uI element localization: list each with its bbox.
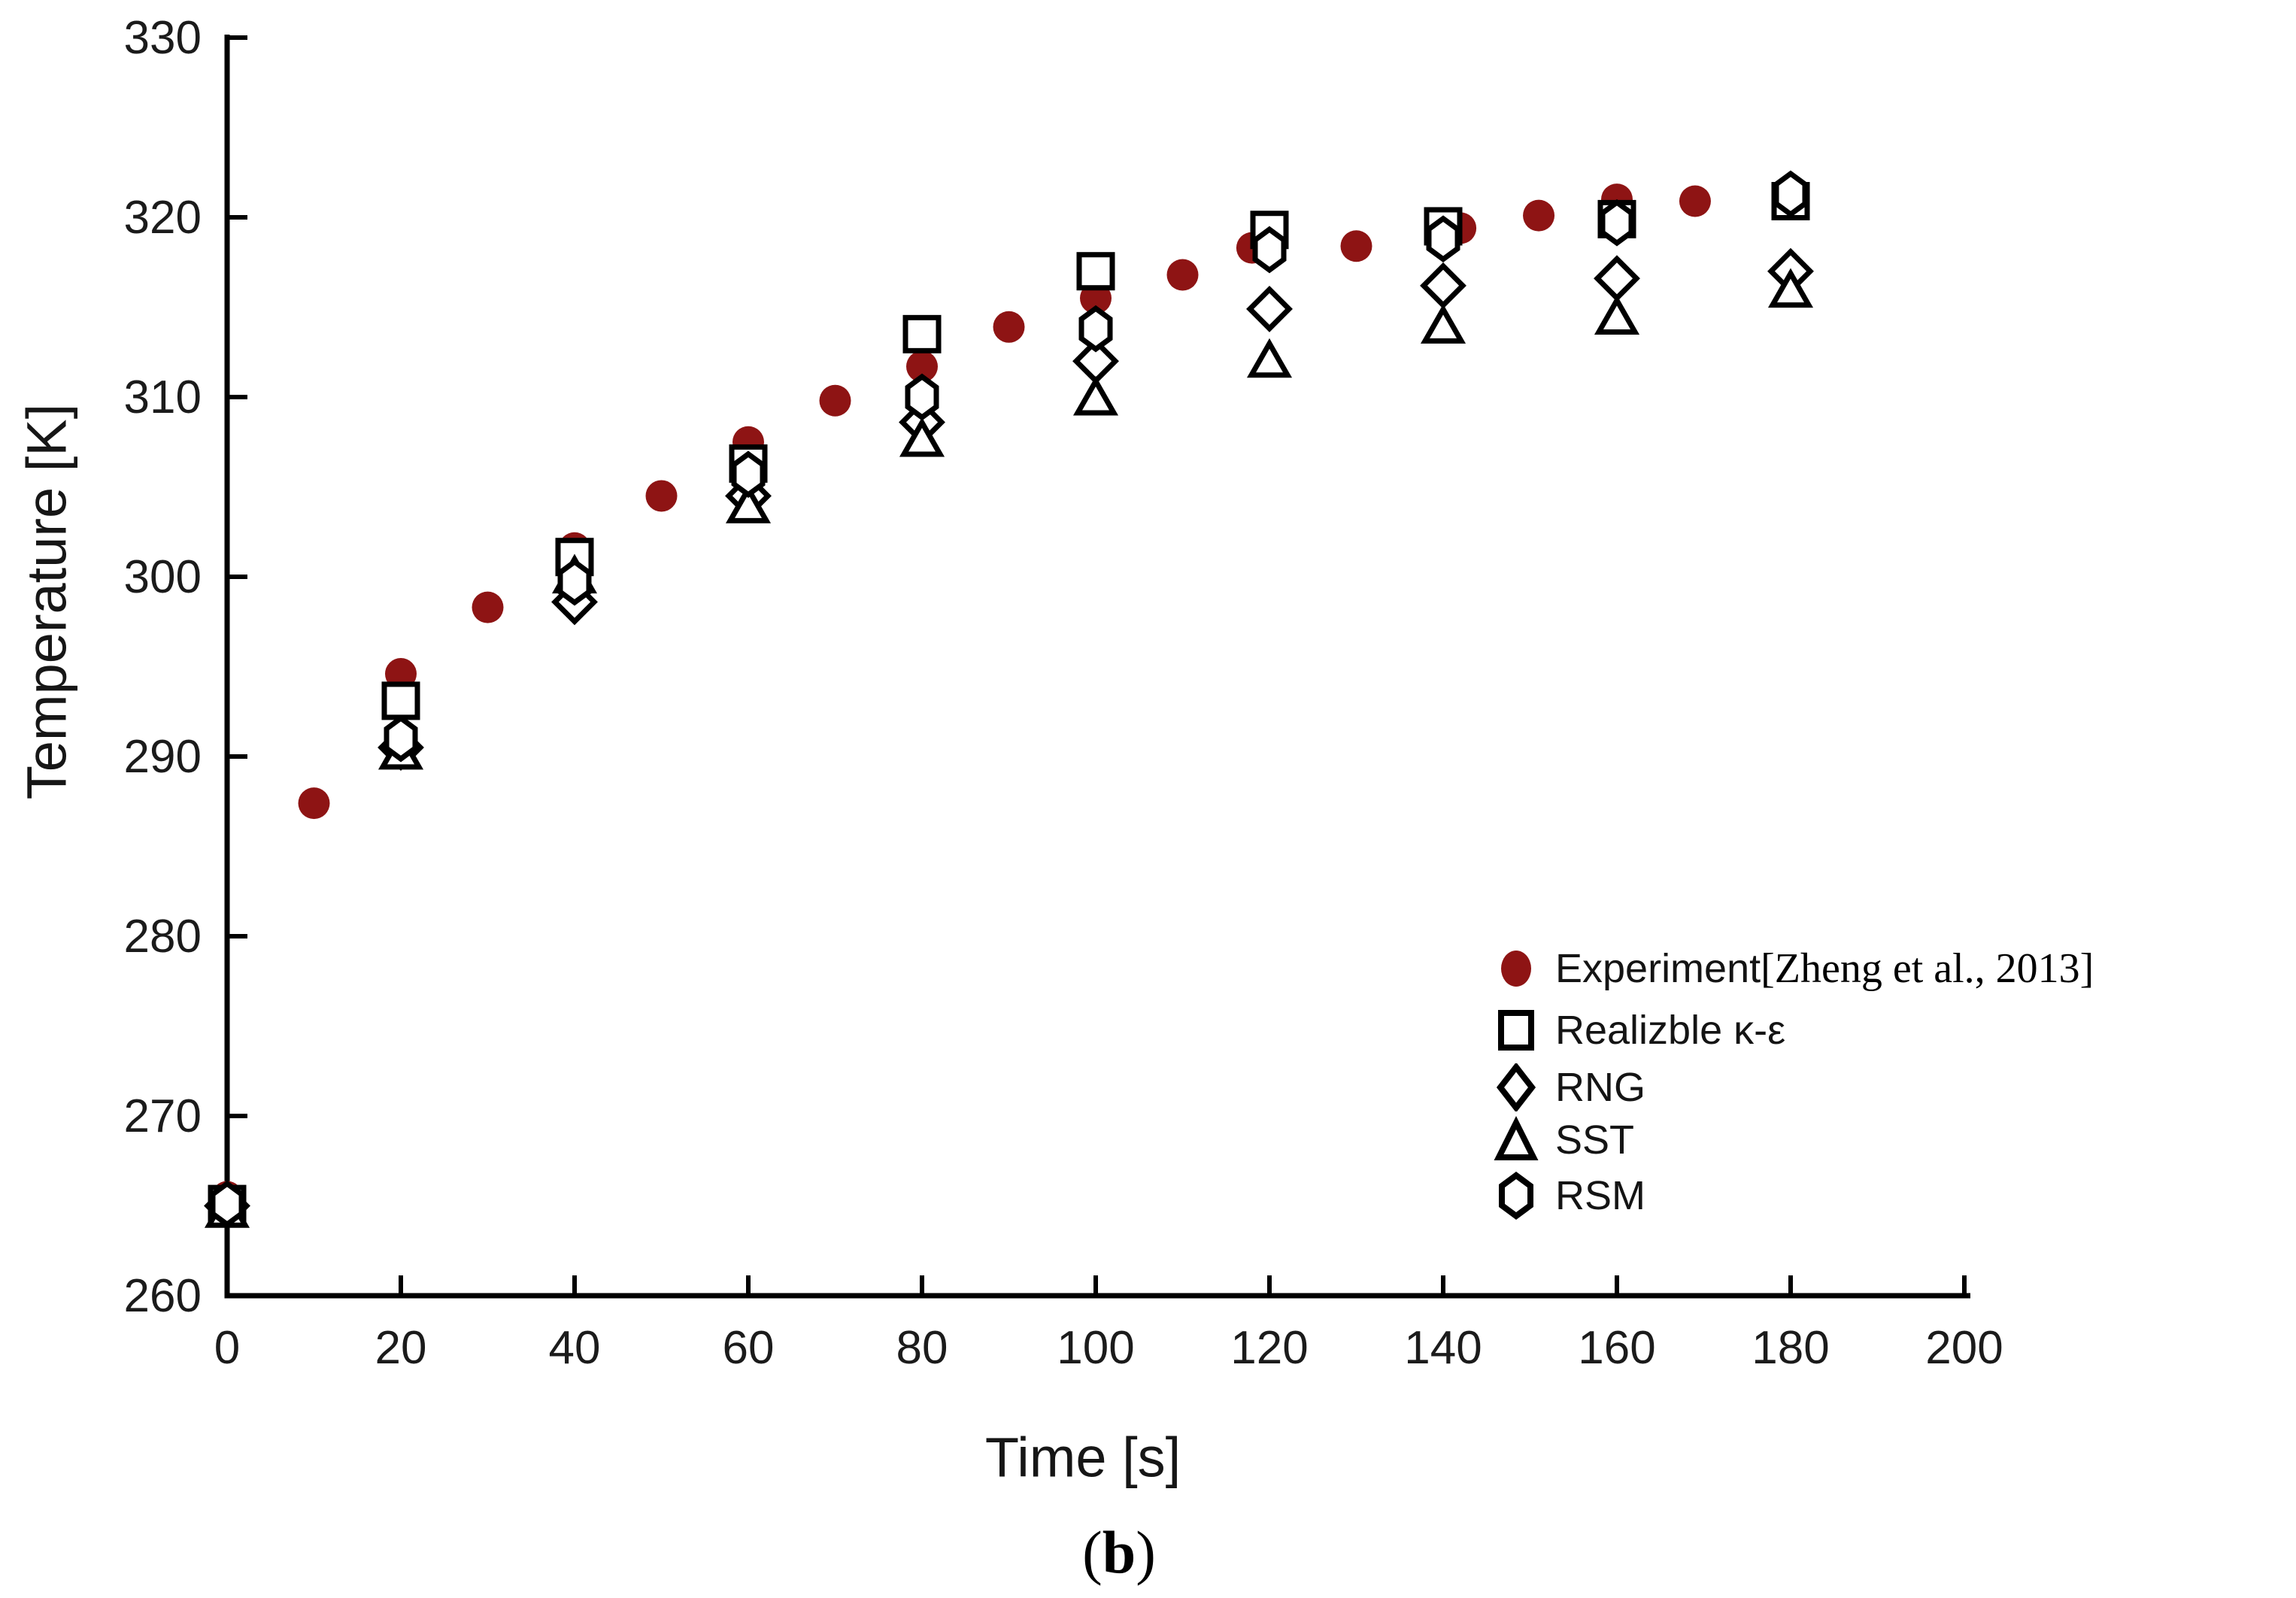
y-tick-label: 310 <box>124 371 202 423</box>
y-tick-label: 260 <box>124 1270 202 1322</box>
x-tick-label: 40 <box>549 1322 601 1374</box>
y-tick-label: 300 <box>124 551 202 603</box>
data-point-experiment-zheng-et-al <box>1340 230 1372 262</box>
x-tick-label: 140 <box>1404 1322 1482 1374</box>
data-point-rsm <box>1600 199 1634 247</box>
data-point-rsm <box>384 714 418 763</box>
data-point-experiment-zheng-et-al <box>906 350 938 383</box>
experiment-circle-icon <box>1501 951 1531 987</box>
y-axis-title: Temperature [K] <box>15 403 78 800</box>
data-point-sst <box>725 484 772 523</box>
data-point-experiment-zheng-et-al <box>472 591 504 623</box>
data-point-rsm <box>1078 305 1113 353</box>
data-point-realizble <box>381 681 420 720</box>
x-tick-label: 180 <box>1752 1322 1829 1374</box>
x-tick-label: 120 <box>1230 1322 1308 1374</box>
data-point-rsm <box>557 558 592 606</box>
caption-open: ( <box>1082 1520 1103 1587</box>
data-point-rsm <box>905 373 939 421</box>
data-point-rsm <box>1426 215 1460 263</box>
x-tick-label: 20 <box>375 1322 427 1374</box>
hexagon-marker-icon <box>1499 1172 1533 1220</box>
data-point-rng <box>1594 255 1640 302</box>
data-point-realizble <box>1076 252 1115 291</box>
y-tick-label: 330 <box>124 12 202 64</box>
data-point-sst <box>1767 268 1814 308</box>
x-tick-label: 0 <box>214 1322 240 1374</box>
legend-item-sst: SST <box>1492 1116 1634 1164</box>
data-point-rsm <box>731 450 766 499</box>
data-point-rng <box>1420 262 1466 309</box>
x-tick-label: 60 <box>723 1322 775 1374</box>
data-point-experiment-zheng-et-al <box>645 480 678 512</box>
legend-item-realizable-k-epsilon: Realizble κ-ε <box>1492 1006 1785 1054</box>
legend-item-experiment: Experiment [Zheng et al., 2013] <box>1492 945 2094 993</box>
data-point-sst <box>899 417 945 457</box>
y-tick-label: 270 <box>124 1090 202 1142</box>
data-point-experiment-zheng-et-al <box>1523 199 1555 232</box>
data-point-realizble <box>902 314 942 353</box>
legend-label-realizable-k-epsilon: Realizble κ-ε <box>1555 1008 1786 1053</box>
figure-caption: (b) <box>1082 1520 1156 1588</box>
x-axis-title: Time [s] <box>984 1426 1181 1489</box>
x-tick-label: 160 <box>1578 1322 1655 1374</box>
y-tick-label: 320 <box>124 192 202 244</box>
data-point-rng <box>1246 285 1293 332</box>
square-marker-icon <box>1498 1010 1534 1051</box>
caption-letter: b <box>1102 1520 1136 1587</box>
data-point-experiment-zheng-et-al <box>298 787 330 820</box>
legend-item-rsm: RSM <box>1492 1172 1645 1220</box>
y-tick-label: 290 <box>124 731 202 783</box>
x-tick-label: 100 <box>1057 1322 1134 1374</box>
data-point-sst <box>1420 304 1466 344</box>
data-point-experiment-zheng-et-al <box>1679 185 1711 217</box>
legend-label-rsm: RSM <box>1555 1173 1645 1218</box>
y-tick-label: 280 <box>124 911 202 963</box>
x-tick-label: 80 <box>896 1322 948 1374</box>
x-tick-label: 200 <box>1925 1322 2003 1374</box>
triangle-marker-icon <box>1494 1116 1539 1160</box>
data-point-sst <box>1246 338 1293 378</box>
data-point-experiment-zheng-et-al <box>993 311 1025 343</box>
data-point-sst <box>1594 295 1640 335</box>
legend-item-rng: RNG <box>1492 1063 1645 1111</box>
data-point-rsm <box>210 1180 244 1228</box>
data-point-rsm <box>1252 226 1287 274</box>
diamond-marker-icon <box>1496 1063 1536 1111</box>
legend-label-experiment-source: [Zheng et al., 2013] <box>1761 945 2094 992</box>
data-point-experiment-zheng-et-al <box>1166 259 1199 291</box>
caption-close: ) <box>1136 1520 1156 1587</box>
legend-label-rng: RNG <box>1555 1065 1645 1110</box>
data-point-experiment-zheng-et-al <box>819 384 851 417</box>
legend-label-experiment: Experiment <box>1555 946 1761 991</box>
data-point-rsm <box>1773 170 1808 218</box>
data-point-sst <box>1072 375 1119 416</box>
legend-label-sst: SST <box>1555 1117 1635 1163</box>
